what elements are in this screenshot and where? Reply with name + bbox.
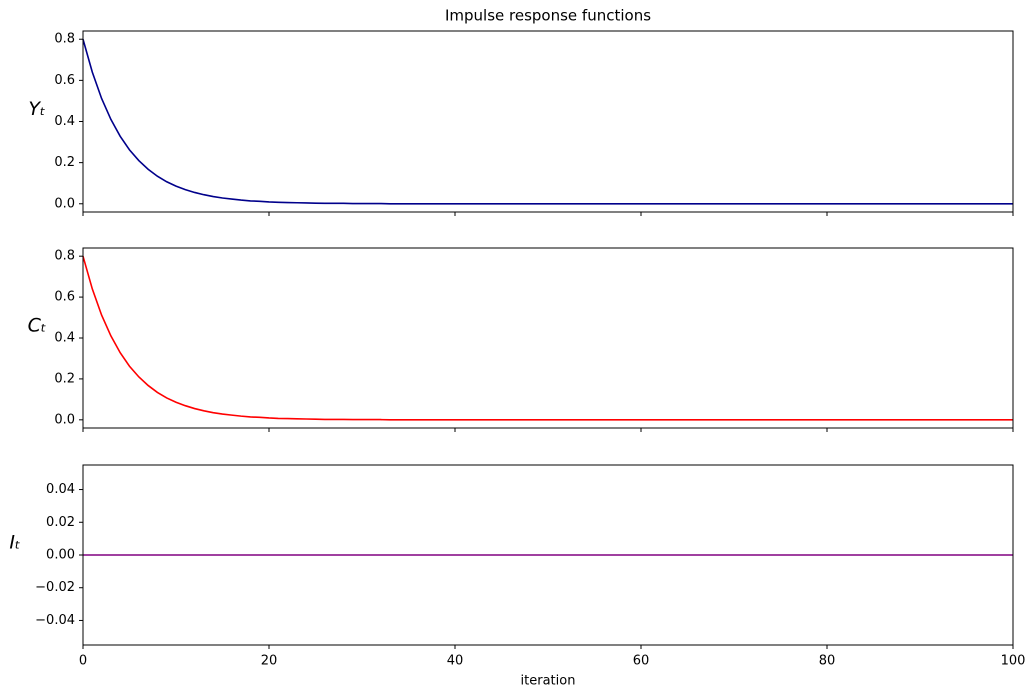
y-tick-label: −0.02: [35, 580, 75, 595]
y-tick-label: 0.6: [54, 73, 75, 88]
x-tick-label: 0: [79, 654, 87, 669]
y-tick-label: −0.04: [35, 613, 75, 628]
x-tick-label: 60: [633, 654, 650, 669]
y-tick-label: 0.04: [46, 482, 75, 497]
x-axis-label: iteration: [521, 674, 576, 689]
y-axis-label: Iₜ: [9, 532, 20, 554]
y-tick-label: 0.8: [54, 249, 75, 264]
y-axis-label: Yₜ: [28, 98, 45, 120]
y-tick-label: 0.4: [54, 331, 75, 346]
y-tick-label: 0.4: [54, 114, 75, 129]
series-line: [82, 255, 1013, 421]
x-tick-label: 20: [261, 654, 278, 669]
y-tick-label: 0.0: [54, 196, 75, 211]
y-tick-label: 0.8: [54, 32, 75, 47]
x-tick-label: 100: [1001, 654, 1026, 669]
x-tick-label: 40: [447, 654, 464, 669]
y-tick-label: 0.2: [54, 371, 75, 386]
series-line: [82, 39, 1013, 205]
axes-frame: [82, 30, 1014, 213]
axes-frame: [82, 247, 1014, 429]
x-tick-label: 80: [819, 654, 836, 669]
y-axis-label: Cₜ: [28, 315, 47, 337]
y-tick-label: 0.0: [54, 412, 75, 427]
y-tick-label: 0.00: [46, 548, 75, 563]
y-tick-label: 0.2: [54, 155, 75, 170]
y-tick-label: 0.6: [54, 290, 75, 305]
y-tick-label: 0.02: [46, 515, 75, 530]
chart-title: Impulse response functions: [445, 7, 651, 25]
